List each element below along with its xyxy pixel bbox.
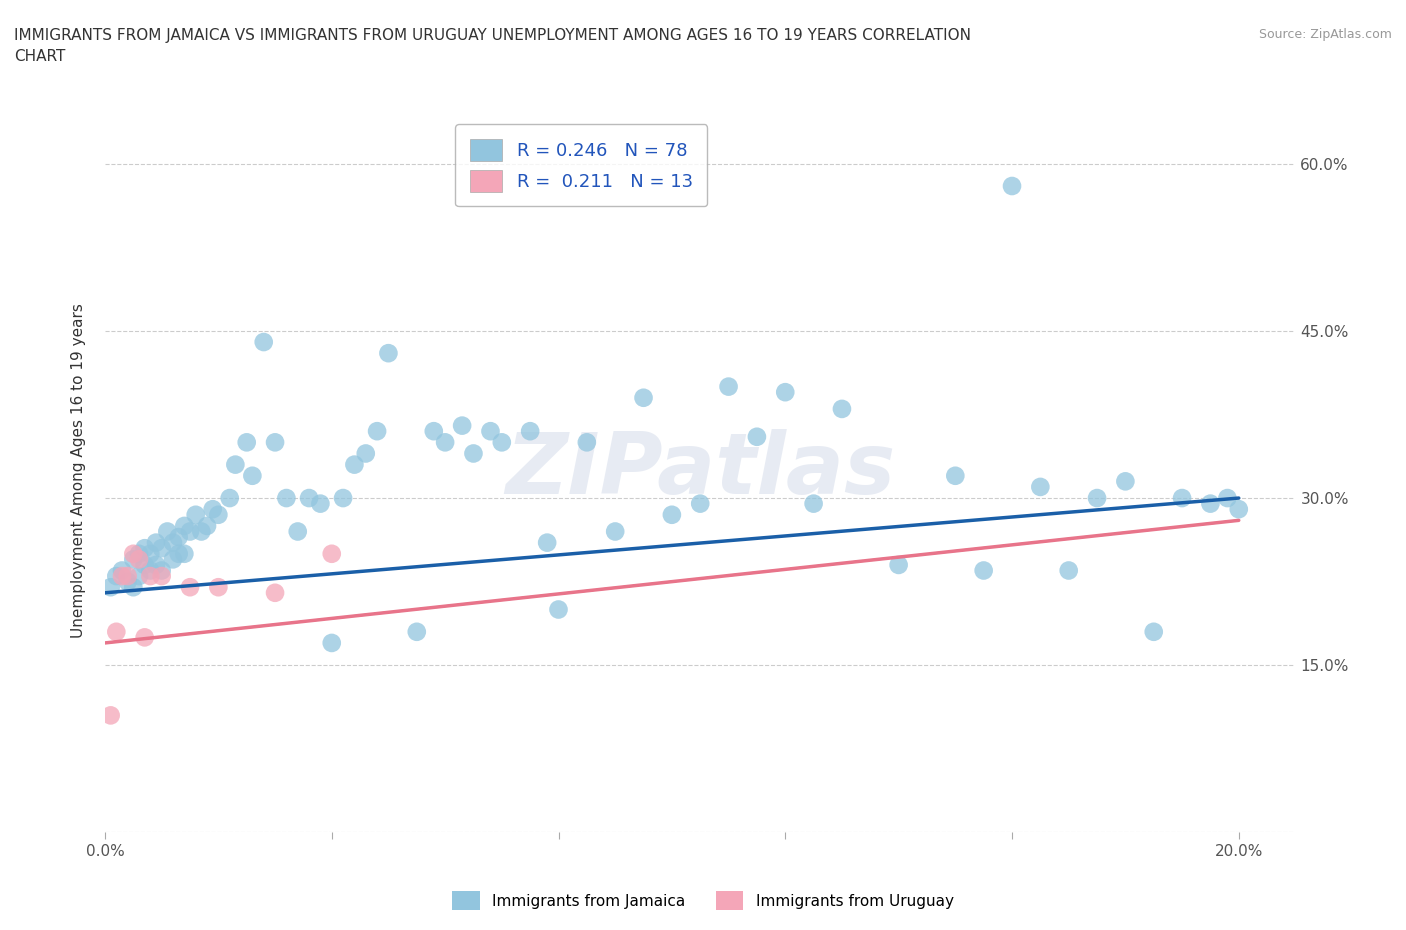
Point	[831, 402, 853, 417]
Point	[463, 446, 485, 461]
Point	[1057, 563, 1080, 578]
Point	[1171, 491, 1194, 506]
Point	[156, 524, 179, 538]
Point	[111, 563, 134, 578]
Point	[207, 508, 229, 523]
Point	[1216, 491, 1239, 506]
Point	[689, 497, 711, 512]
Point	[264, 585, 287, 600]
Point	[150, 540, 173, 555]
Text: IMMIGRANTS FROM JAMAICA VS IMMIGRANTS FROM URUGUAY UNEMPLOYMENT AMONG AGES 16 TO: IMMIGRANTS FROM JAMAICA VS IMMIGRANTS FR…	[14, 28, 972, 64]
Point	[405, 624, 427, 639]
Point	[519, 424, 541, 439]
Point	[150, 568, 173, 583]
Point	[1199, 497, 1222, 512]
Point	[184, 508, 207, 523]
Point	[479, 424, 502, 439]
Point	[943, 469, 966, 484]
Point	[434, 435, 457, 450]
Point	[605, 524, 627, 538]
Point	[973, 563, 995, 578]
Point	[145, 535, 167, 550]
Point	[745, 430, 768, 445]
Y-axis label: Unemployment Among Ages 16 to 19 years: Unemployment Among Ages 16 to 19 years	[72, 303, 86, 638]
Point	[122, 579, 145, 594]
Point	[122, 551, 145, 566]
Point	[803, 497, 825, 512]
Point	[134, 630, 156, 644]
Point	[145, 557, 167, 572]
Point	[117, 568, 139, 583]
Point	[491, 435, 513, 450]
Point	[276, 491, 298, 506]
Point	[547, 602, 569, 617]
Point	[366, 424, 388, 439]
Point	[423, 424, 446, 439]
Point	[139, 568, 162, 583]
Legend: R = 0.246   N = 78, R =  0.211   N = 13: R = 0.246 N = 78, R = 0.211 N = 13	[456, 125, 707, 206]
Point	[179, 579, 201, 594]
Point	[111, 568, 134, 583]
Point	[100, 579, 122, 594]
Point	[775, 385, 797, 400]
Text: ZIPatlas: ZIPatlas	[505, 429, 896, 512]
Point	[190, 524, 212, 538]
Point	[321, 635, 343, 650]
Point	[105, 568, 128, 583]
Point	[264, 435, 287, 450]
Point	[162, 551, 184, 566]
Point	[139, 563, 162, 578]
Legend: Immigrants from Jamaica, Immigrants from Uruguay: Immigrants from Jamaica, Immigrants from…	[444, 884, 962, 918]
Point	[173, 546, 195, 561]
Text: Source: ZipAtlas.com: Source: ZipAtlas.com	[1258, 28, 1392, 41]
Point	[235, 435, 257, 450]
Point	[122, 546, 145, 561]
Point	[1001, 179, 1024, 193]
Point	[195, 519, 218, 534]
Point	[1085, 491, 1108, 506]
Point	[134, 557, 156, 572]
Point	[343, 458, 366, 472]
Point	[179, 524, 201, 538]
Point	[128, 568, 150, 583]
Point	[224, 458, 246, 472]
Point	[117, 574, 139, 589]
Point	[167, 546, 190, 561]
Point	[253, 335, 276, 350]
Point	[1029, 480, 1052, 495]
Point	[575, 435, 598, 450]
Point	[201, 502, 224, 517]
Point	[150, 563, 173, 578]
Point	[354, 446, 377, 461]
Point	[139, 546, 162, 561]
Point	[377, 346, 399, 361]
Point	[242, 469, 264, 484]
Point	[887, 557, 910, 572]
Point	[167, 529, 190, 544]
Point	[1114, 474, 1136, 489]
Point	[128, 551, 150, 566]
Point	[1227, 502, 1250, 517]
Point	[128, 546, 150, 561]
Point	[332, 491, 354, 506]
Point	[633, 391, 655, 405]
Point	[298, 491, 321, 506]
Point	[134, 540, 156, 555]
Point	[100, 708, 122, 723]
Point	[661, 508, 683, 523]
Point	[218, 491, 240, 506]
Point	[717, 379, 740, 394]
Point	[173, 519, 195, 534]
Point	[105, 624, 128, 639]
Point	[321, 546, 343, 561]
Point	[451, 418, 474, 433]
Point	[287, 524, 309, 538]
Point	[536, 535, 558, 550]
Point	[1143, 624, 1166, 639]
Point	[309, 497, 332, 512]
Point	[162, 535, 184, 550]
Point	[207, 579, 229, 594]
